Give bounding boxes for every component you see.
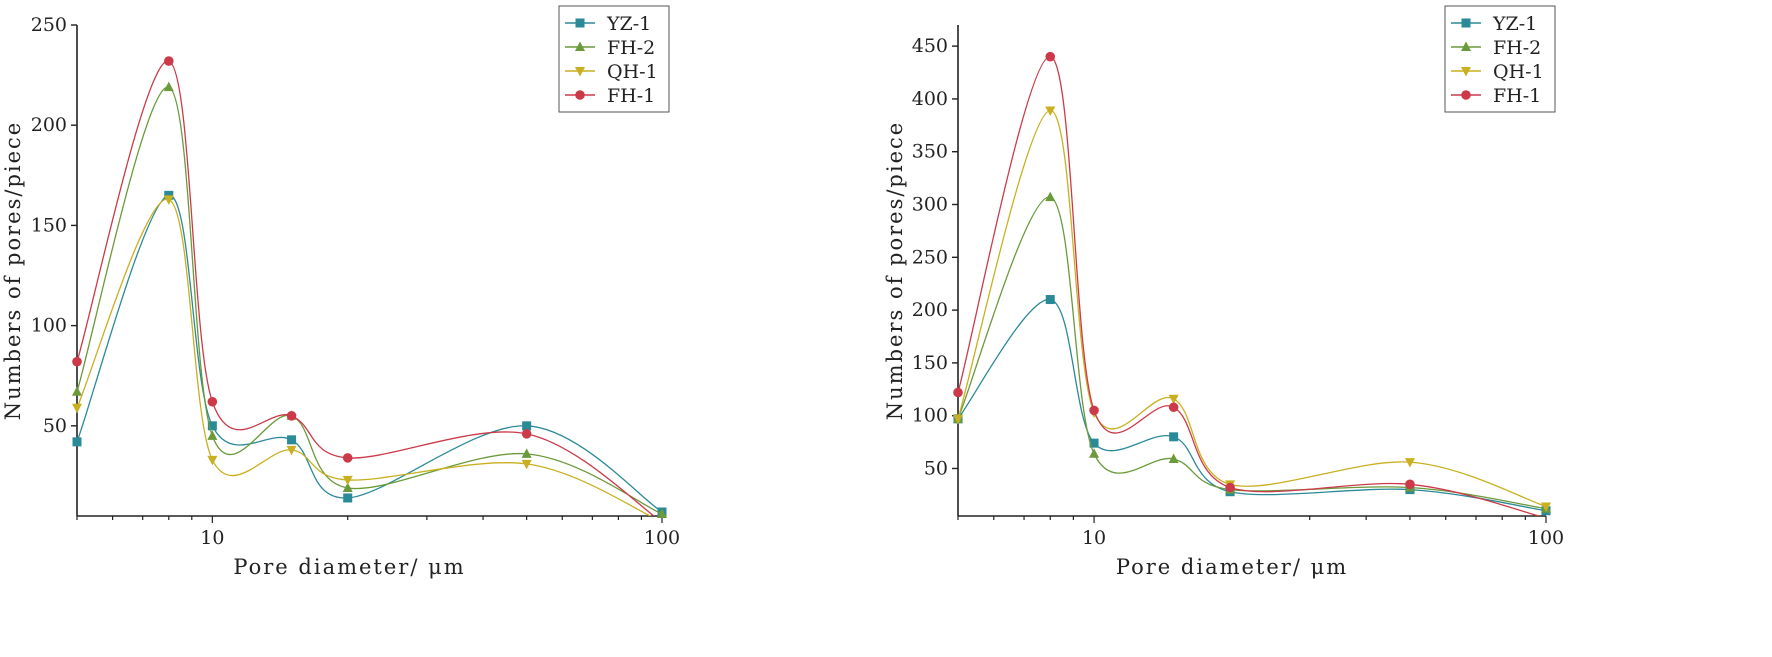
legend-label: FH-1 xyxy=(607,85,655,107)
y-tick-label: 400 xyxy=(912,88,948,110)
y-tick-label: 300 xyxy=(912,194,948,216)
data-point-fh-2 xyxy=(1089,448,1100,458)
legend-label: QH-1 xyxy=(1493,61,1544,83)
legend-marker xyxy=(1461,90,1471,100)
x-axis-title: Pore diameter/ μm xyxy=(233,555,465,579)
series-line-fh-1 xyxy=(958,56,1541,516)
y-tick-label: 200 xyxy=(31,114,67,136)
y-tick-label: 250 xyxy=(31,14,67,36)
data-point-fh-2 xyxy=(342,482,353,492)
data-point-qh-1 xyxy=(286,445,297,456)
data-point-fh-1 xyxy=(1168,402,1179,413)
data-point-fh-2 xyxy=(1168,453,1179,463)
y-tick-label: 350 xyxy=(912,141,948,163)
legend-label: QH-1 xyxy=(607,61,658,83)
series-line-qh-1 xyxy=(958,109,1546,508)
data-point-qh-1 xyxy=(163,195,174,205)
data-point-qh-1 xyxy=(1045,106,1056,117)
y-axis-title: Numbers of pores/piece xyxy=(883,121,907,420)
x-axis-title: Pore diameter/ μm xyxy=(1116,555,1348,579)
series-line-yz-1 xyxy=(77,194,662,513)
data-point-qh-1 xyxy=(342,475,353,486)
data-point-yz-1 xyxy=(1169,432,1179,442)
chart-right-panel: 50 100 150 200 250 300 350 400 450 10 100 Pore diam… xyxy=(883,5,1564,579)
legend-label: YZ-1 xyxy=(606,13,651,35)
data-point-fh-1 xyxy=(521,429,532,439)
legend-marker xyxy=(575,18,585,28)
legend-label: YZ-1 xyxy=(1492,13,1537,35)
legend-marker xyxy=(575,67,585,77)
data-point-fh-2 xyxy=(1045,191,1056,202)
data-point-yz-1 xyxy=(72,437,82,447)
series-line-qh-1 xyxy=(77,198,652,516)
data-point-fh-1 xyxy=(286,410,297,421)
series-line-fh-2 xyxy=(77,86,662,515)
data-point-qh-1 xyxy=(1404,458,1415,468)
y-tick-label: 50 xyxy=(43,415,67,437)
data-point-qh-1 xyxy=(207,455,218,466)
legend-label: FH-2 xyxy=(1493,37,1541,59)
data-point-qh-1 xyxy=(1541,502,1551,512)
data-point-fh-1 xyxy=(1089,405,1099,416)
data-point-yz-1 xyxy=(522,421,532,431)
x-tick-label: 10 xyxy=(1082,527,1106,549)
data-point-qh-1 xyxy=(521,459,532,470)
data-point-fh-1 xyxy=(72,356,82,367)
data-point-fh-2 xyxy=(72,386,82,396)
y-tick-label: 250 xyxy=(912,246,948,268)
legend-marker xyxy=(1461,41,1471,51)
y-axis-title: Numbers of pores/piece xyxy=(1,121,25,420)
x-tick-label: 100 xyxy=(1528,527,1564,549)
legend-marker xyxy=(1461,67,1471,77)
data-point-fh-1 xyxy=(1405,479,1415,490)
data-point-yz-1 xyxy=(287,435,297,445)
y-tick-label: 150 xyxy=(31,214,67,236)
legend-label: FH-1 xyxy=(1493,85,1541,107)
y-tick-label: 50 xyxy=(924,457,948,479)
data-point-yz-1 xyxy=(1045,295,1055,305)
series-line-fh-1 xyxy=(77,60,655,516)
legend-marker xyxy=(1461,18,1471,28)
y-tick-label: 200 xyxy=(912,299,948,321)
y-tick-label: 100 xyxy=(912,405,948,427)
data-point-fh-2 xyxy=(207,430,218,440)
legend-marker xyxy=(575,41,585,51)
data-point-fh-2 xyxy=(657,508,667,518)
data-point-yz-1 xyxy=(343,493,353,503)
legend-marker xyxy=(575,90,585,100)
data-point-fh-1 xyxy=(1225,482,1235,493)
x-tick-label: 10 xyxy=(200,527,224,549)
legend-label: FH-2 xyxy=(607,37,655,59)
series-line-fh-2 xyxy=(958,196,1546,510)
chart-left-panel: 50 100 150 200 250 10 100 Pore diameter/ μm Numb… xyxy=(1,5,680,579)
y-tick-label: 450 xyxy=(912,35,948,57)
data-point-qh-1 xyxy=(72,403,82,414)
data-point-fh-2 xyxy=(521,448,532,458)
series-line-yz-1 xyxy=(958,298,1546,512)
data-point-fh-1 xyxy=(1045,51,1056,62)
data-point-fh-1 xyxy=(953,387,963,398)
y-tick-label: 150 xyxy=(912,352,948,374)
data-point-qh-1 xyxy=(1168,394,1179,405)
y-tick-label: 100 xyxy=(31,315,67,337)
data-point-fh-1 xyxy=(342,453,353,463)
data-point-yz-1 xyxy=(1089,438,1099,448)
data-point-qh-1 xyxy=(953,414,963,425)
x-tick-label: 100 xyxy=(644,527,680,549)
data-point-fh-1 xyxy=(207,396,218,407)
data-point-yz-1 xyxy=(164,190,174,200)
data-point-fh-1 xyxy=(163,56,174,66)
data-point-yz-1 xyxy=(207,421,217,431)
data-point-fh-2 xyxy=(163,81,174,92)
